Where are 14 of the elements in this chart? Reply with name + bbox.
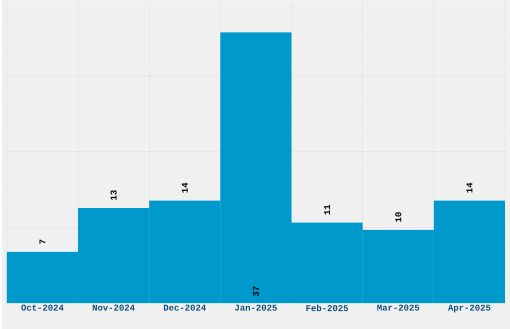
x-tick-label: Feb-2025 bbox=[306, 304, 348, 312]
data-label: 13 bbox=[110, 190, 117, 200]
data-label: 37 bbox=[252, 286, 259, 296]
data-label: 11 bbox=[324, 204, 330, 215]
data-label: 14 bbox=[182, 182, 188, 193]
data-label: 7 bbox=[39, 240, 46, 244]
x-tick-label: Jan-2025 bbox=[234, 304, 277, 311]
x-tick-label: Mar-2025 bbox=[377, 304, 420, 311]
x-tick-label: Oct-2024 bbox=[21, 304, 64, 311]
x-tick-label: Apr-2025 bbox=[448, 304, 490, 312]
data-label: 14 bbox=[466, 182, 472, 193]
x-tick-label: Dec-2024 bbox=[164, 304, 206, 311]
data-label: 10 bbox=[395, 212, 402, 222]
x-tick-label: Nov-2024 bbox=[92, 304, 135, 311]
